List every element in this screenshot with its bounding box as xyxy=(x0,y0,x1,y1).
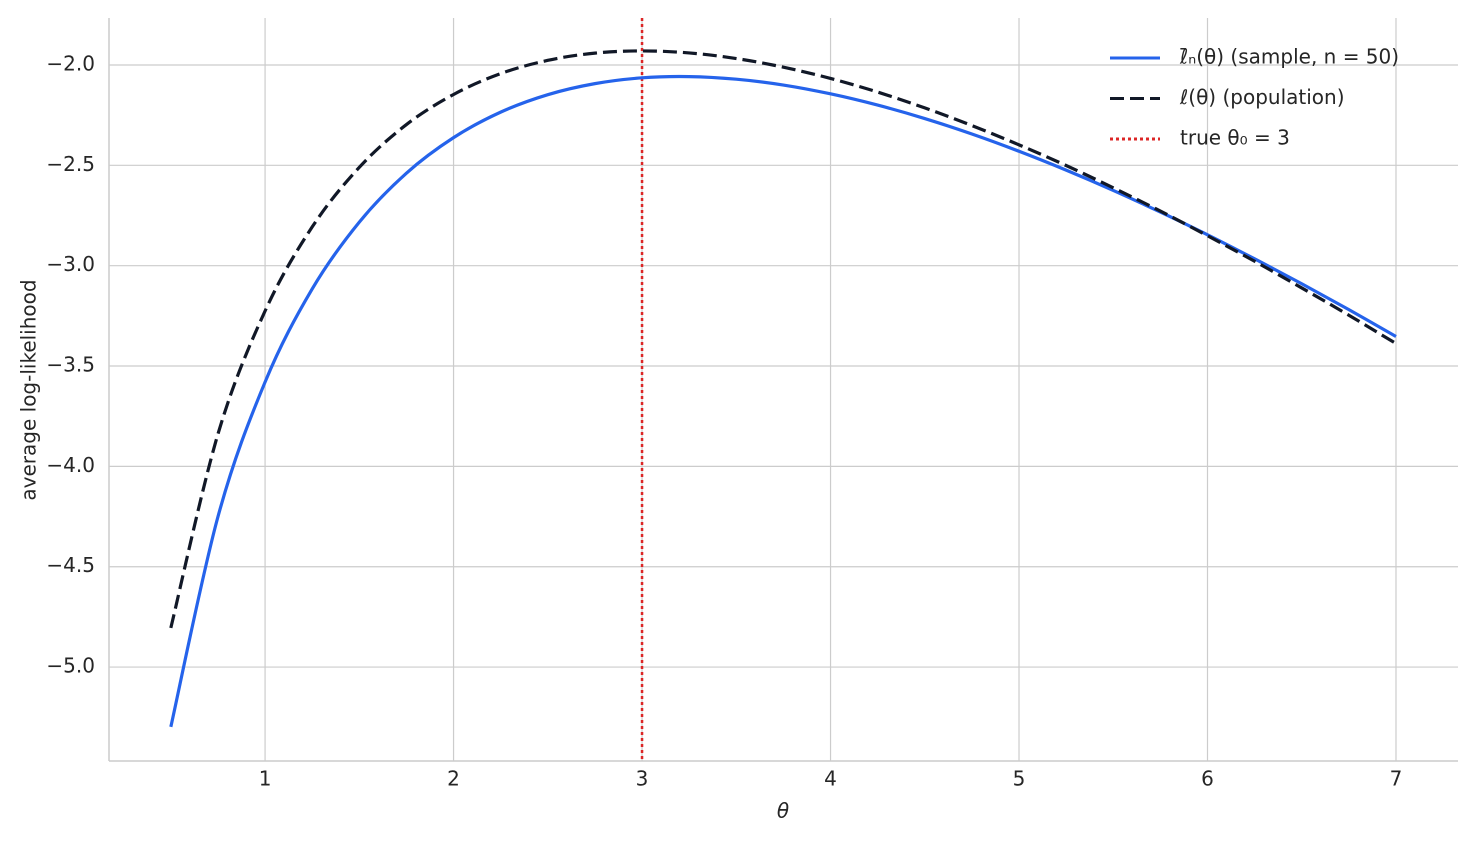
grid xyxy=(109,18,1458,761)
x-tick-label: 7 xyxy=(1390,767,1403,791)
x-tick-label: 2 xyxy=(447,767,460,791)
y-tick-label: −3.5 xyxy=(46,353,95,377)
x-tick-label: 6 xyxy=(1201,767,1214,791)
y-tick-label: −3.0 xyxy=(46,252,95,276)
x-tick-label: 4 xyxy=(824,767,837,791)
y-tick-label: −4.0 xyxy=(46,453,95,477)
x-tick-label: 3 xyxy=(636,767,649,791)
y-tick-label: −2.5 xyxy=(46,152,95,176)
y-tick-label: −5.0 xyxy=(46,654,95,678)
data-line xyxy=(169,74,1397,728)
y-axis-label: average log-likelihood xyxy=(17,279,41,500)
y-tick-label: −2.0 xyxy=(46,51,95,75)
legend-label: ℓ̄ₙ(θ) (sample, n = 50) xyxy=(1179,45,1399,69)
x-axis-label: θ xyxy=(777,799,789,823)
legend-label: true θ₀ = 3 xyxy=(1180,126,1290,150)
legend-label: ℓ(θ) (population) xyxy=(1179,85,1345,109)
x-tick-label: 5 xyxy=(1013,767,1026,791)
y-tick-label: −4.5 xyxy=(46,553,95,577)
x-tick-label: 1 xyxy=(259,767,272,791)
data-line xyxy=(169,49,1397,629)
